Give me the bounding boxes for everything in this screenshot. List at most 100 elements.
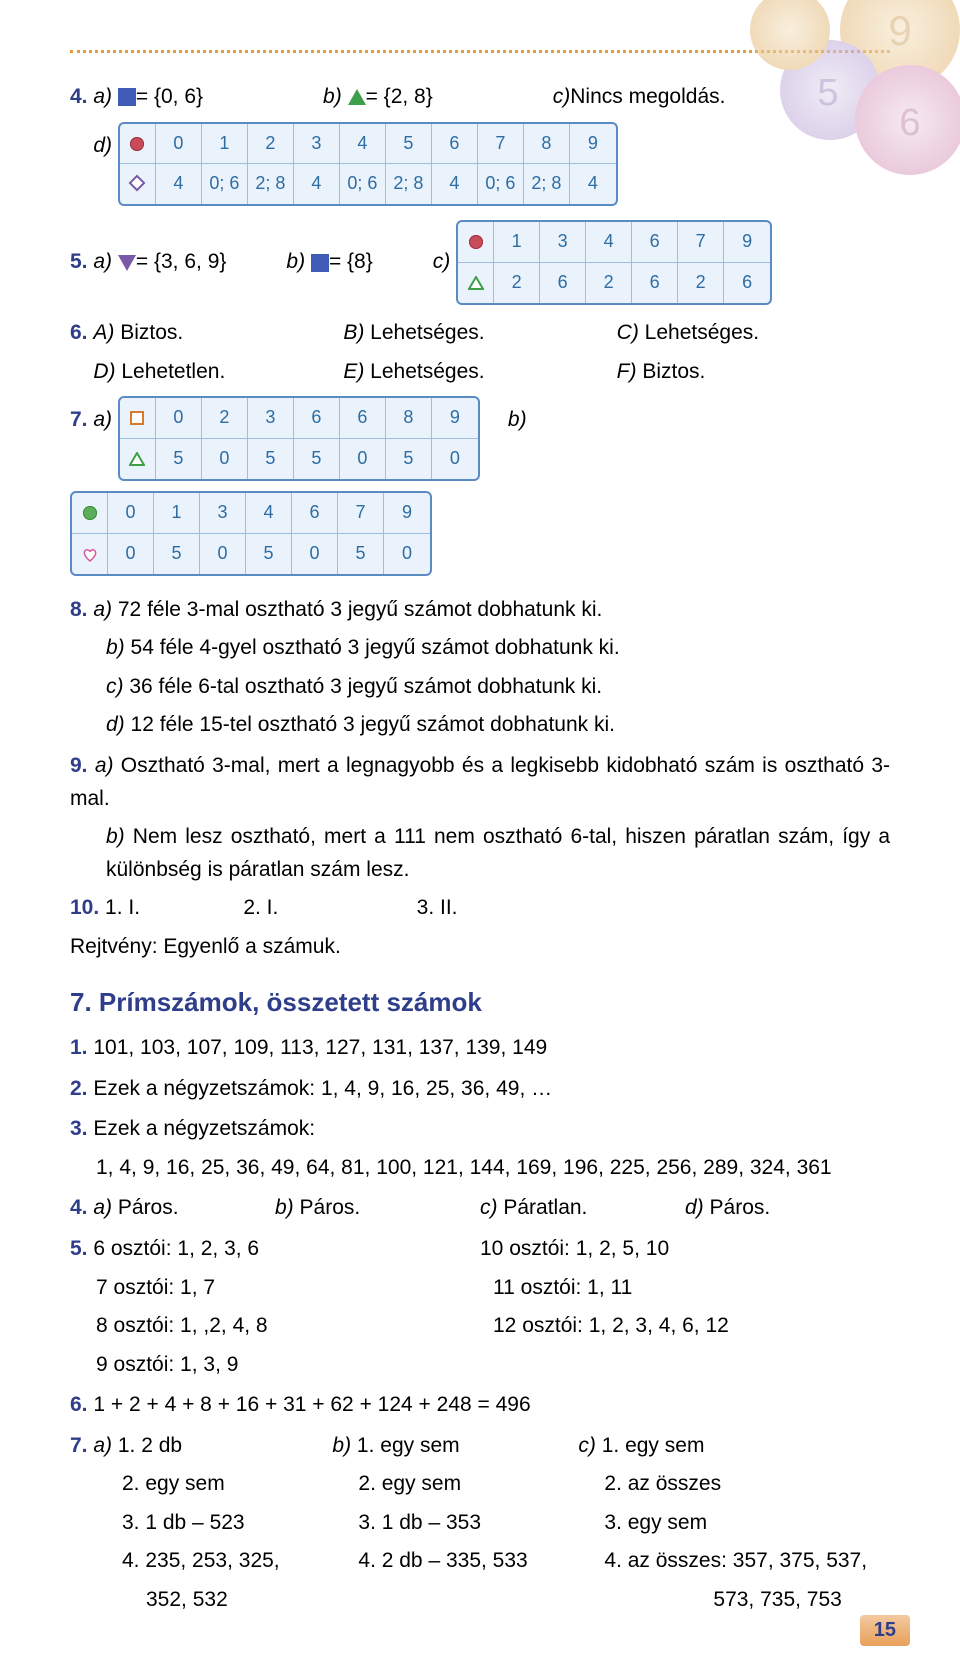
p4-number: 4.	[70, 1196, 88, 1219]
p4-a: Páros.	[112, 1196, 179, 1219]
cell: 7	[338, 493, 384, 533]
cell: 5	[156, 439, 202, 479]
p3-number: 3.	[70, 1117, 88, 1140]
q7-a-table: 0 2 3 6 6 8 9 5 0 5 5 0 5 0	[118, 396, 480, 481]
q6-number: 6.	[70, 321, 88, 344]
p7-c-2: 2. az összes	[604, 1468, 890, 1501]
cell: 7	[478, 124, 524, 164]
q8-a-text: 72 féle 3-mal osztható 3 jegyű számot do…	[112, 598, 602, 621]
p3-l2: 1, 4, 9, 16, 25, 36, 49, 64, 81, 100, 12…	[96, 1152, 890, 1185]
cell: 3	[540, 222, 586, 262]
q10-number: 10.	[70, 896, 99, 919]
cell: 4	[294, 164, 340, 204]
q10-3: 3. II.	[417, 892, 590, 925]
section-title: 7. Prímszámok, összetett számok	[70, 987, 890, 1018]
cell: 8	[386, 398, 432, 438]
p7-block: 7. a) 1. 2 db 2. egy sem 3. 1 db – 523 4…	[70, 1430, 890, 1623]
p7-a-4: 4. 235, 253, 325,	[122, 1545, 332, 1578]
p5-r3: 8 osztói: 1, ,2, 4, 8 12 osztói: 1, 2, 3…	[70, 1310, 890, 1343]
q8-number: 8.	[70, 598, 88, 621]
cell: 6	[294, 398, 340, 438]
cell: 5	[294, 439, 340, 479]
p7-a-5: 352, 532	[146, 1584, 332, 1617]
q6-C: Lehetséges.	[639, 321, 759, 344]
p5-l2b: 11 osztói: 1, 11	[493, 1272, 890, 1305]
cell: 0; 6	[340, 164, 386, 204]
p6-number: 6.	[70, 1393, 88, 1416]
q4-b-text: = {2, 8}	[366, 81, 433, 114]
cell: 4	[570, 164, 616, 204]
cell: 4	[156, 164, 202, 204]
triangle-icon	[468, 276, 484, 290]
p7-b-3: 3. 1 db – 353	[358, 1507, 578, 1540]
svg-text:6: 6	[899, 102, 920, 144]
page: 9 5 6 4. a) = {0, 6} b) = {2, 8} c) Ninc…	[0, 0, 960, 1662]
heart-icon	[82, 548, 98, 562]
q6-row2: 6. D) Lehetetlen. E) Lehetséges. F) Bizt…	[70, 356, 890, 389]
q9-b-text: Nem lesz osztható, mert a 111 nem osztha…	[106, 825, 890, 881]
p1-text: 101, 103, 107, 109, 113, 127, 131, 137, …	[88, 1036, 548, 1059]
cell: 6	[632, 222, 678, 262]
page-number: 15	[860, 1615, 910, 1646]
svg-text:9: 9	[888, 7, 911, 54]
p5-number: 5.	[70, 1237, 88, 1260]
q8-c-text: 36 féle 6-tal osztható 3 jegyű számot do…	[124, 675, 603, 698]
p5-l1b: 10 osztói: 1, 2, 5, 10	[480, 1233, 890, 1266]
p7-c-1: 1. egy sem	[596, 1434, 705, 1457]
q8-b-text: 54 féle 4-gyel osztható 3 jegyű számot d…	[125, 636, 620, 659]
circle-icon	[130, 137, 144, 151]
q4-d-table: 0 1 2 3 4 5 6 7 8 9 4 0; 6 2; 8 4 0; 6 2…	[118, 122, 618, 207]
cell: 9	[432, 398, 478, 438]
cell: 2	[202, 398, 248, 438]
p5-l3b: 12 osztói: 1, 2, 3, 4, 6, 12	[493, 1310, 890, 1343]
cell: 0; 6	[202, 164, 248, 204]
q4-number: 4.	[70, 81, 88, 114]
cell: 9	[724, 222, 770, 262]
p5-r4: 9 osztói: 1, 3, 9	[96, 1349, 890, 1382]
cell: 2	[248, 124, 294, 164]
q4-line-a: 4. a) = {0, 6} b) = {2, 8} c) Nincs mego…	[70, 81, 890, 114]
p4-d: Páros.	[704, 1196, 771, 1219]
q6-F: Biztos.	[636, 360, 705, 383]
cell: 1	[494, 222, 540, 262]
cell: 5	[248, 439, 294, 479]
p5-l3a: 8 osztói: 1, ,2, 4, 8	[96, 1310, 493, 1343]
cell: 4	[586, 222, 632, 262]
q4-c-text: Nincs megoldás.	[570, 81, 725, 114]
square-icon	[311, 254, 329, 272]
q6-A: Biztos.	[114, 321, 183, 344]
cell: 3	[200, 493, 246, 533]
p7-number: 7.	[70, 1434, 88, 1457]
triangle-up-icon	[348, 89, 366, 105]
cell: 6	[292, 493, 338, 533]
q4-line-d: 4. d) 0 1 2 3 4 5 6 7 8 9 4 0; 6 2; 8 4	[70, 120, 890, 209]
p5-r1: 5. 6 osztói: 1, 2, 3, 6 10 osztói: 1, 2,…	[70, 1233, 890, 1266]
p7-b-2: 2. egy sem	[358, 1468, 578, 1501]
divider-dotted	[70, 50, 890, 53]
p7-c-3: 3. egy sem	[604, 1507, 890, 1540]
circle-icon	[469, 235, 483, 249]
q6-row1: 6. A) Biztos. B) Lehetséges. C) Lehetség…	[70, 317, 890, 350]
cell: 6	[540, 263, 586, 303]
p2-text: Ezek a négyzetszámok: 1, 4, 9, 16, 25, 3…	[88, 1077, 553, 1100]
p7-c-5: 573, 735, 753	[713, 1584, 890, 1617]
triangle-icon	[129, 452, 145, 466]
p4-b: Páros.	[294, 1196, 361, 1219]
p5-l1a: 6 osztói: 1, 2, 3, 6	[88, 1237, 260, 1260]
cell: 7	[678, 222, 724, 262]
q6-B: Lehetséges.	[364, 321, 484, 344]
q7-number: 7.	[70, 404, 88, 437]
q8-d-text: 12 féle 15-tel osztható 3 jegyű számot d…	[125, 713, 615, 736]
cell: 0	[432, 439, 478, 479]
q10-1: 1. I.	[99, 896, 140, 919]
circle-icon	[83, 506, 97, 520]
cell: 2; 8	[248, 164, 294, 204]
cell: 1	[202, 124, 248, 164]
p7-c-4: 4. az összes: 357, 375, 537,	[604, 1545, 890, 1578]
cell: 5	[154, 534, 200, 574]
cell: 6	[432, 124, 478, 164]
cell: 4	[340, 124, 386, 164]
cell: 4	[432, 164, 478, 204]
q9-b: b) Nem lesz osztható, mert a 111 nem osz…	[106, 821, 890, 886]
cell: 4	[246, 493, 292, 533]
